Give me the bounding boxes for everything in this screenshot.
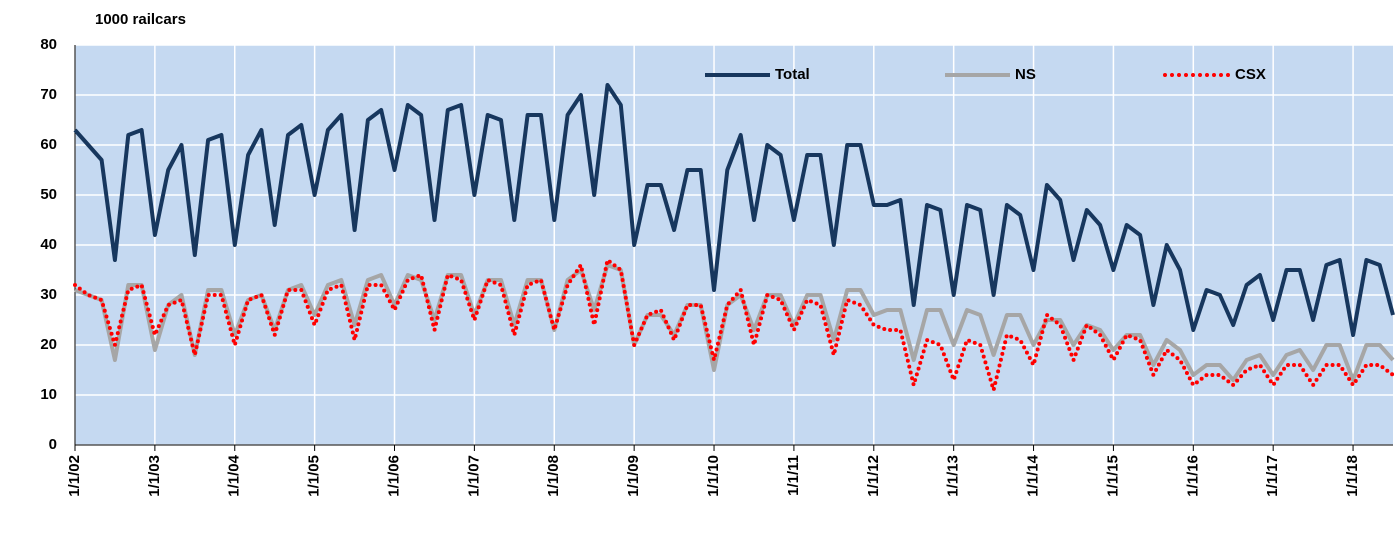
y-tick-label: 80 (40, 36, 57, 53)
series-line (73, 83, 1395, 337)
legend-label: NS (1015, 66, 1036, 83)
x-tick-label: 1/1/17 (1264, 455, 1281, 497)
x-tick-label: 1/1/12 (865, 455, 882, 497)
series-line (73, 258, 1395, 392)
x-tick-label: 1/1/14 (1025, 454, 1042, 496)
x-tick-label: 1/1/07 (465, 455, 482, 497)
x-tick-label: 1/1/09 (625, 455, 642, 497)
x-tick-label: 1/1/10 (705, 455, 722, 497)
x-tick-label: 1/1/13 (945, 455, 962, 497)
x-tick-label: 1/1/18 (1344, 455, 1361, 497)
y-tick-label: 10 (40, 386, 57, 403)
y-tick-label: 50 (40, 186, 57, 203)
legend-label: CSX (1235, 66, 1266, 83)
x-tick-label: 1/1/11 (785, 455, 802, 496)
x-tick-label: 1/1/08 (545, 455, 562, 497)
y-tick-label: 30 (40, 286, 57, 303)
x-tick-label: 1/1/04 (226, 454, 243, 496)
x-tick-label: 1/1/02 (66, 455, 83, 497)
y-tick-label: 60 (40, 136, 57, 153)
x-tick-label: 1/1/16 (1184, 455, 1201, 497)
x-tick-label: 1/1/03 (146, 455, 163, 497)
x-tick-label: 1/1/06 (385, 455, 402, 497)
y-axis-unit: 1000 railcars (95, 11, 186, 28)
y-tick-label: 40 (40, 236, 57, 253)
legend-label: Total (775, 66, 810, 83)
x-tick-label: 1/1/15 (1104, 455, 1121, 497)
y-tick-label: 20 (40, 336, 57, 353)
y-tick-label: 70 (40, 86, 57, 103)
x-tick-label: 1/1/05 (306, 455, 323, 497)
y-tick-label: 0 (49, 436, 57, 453)
